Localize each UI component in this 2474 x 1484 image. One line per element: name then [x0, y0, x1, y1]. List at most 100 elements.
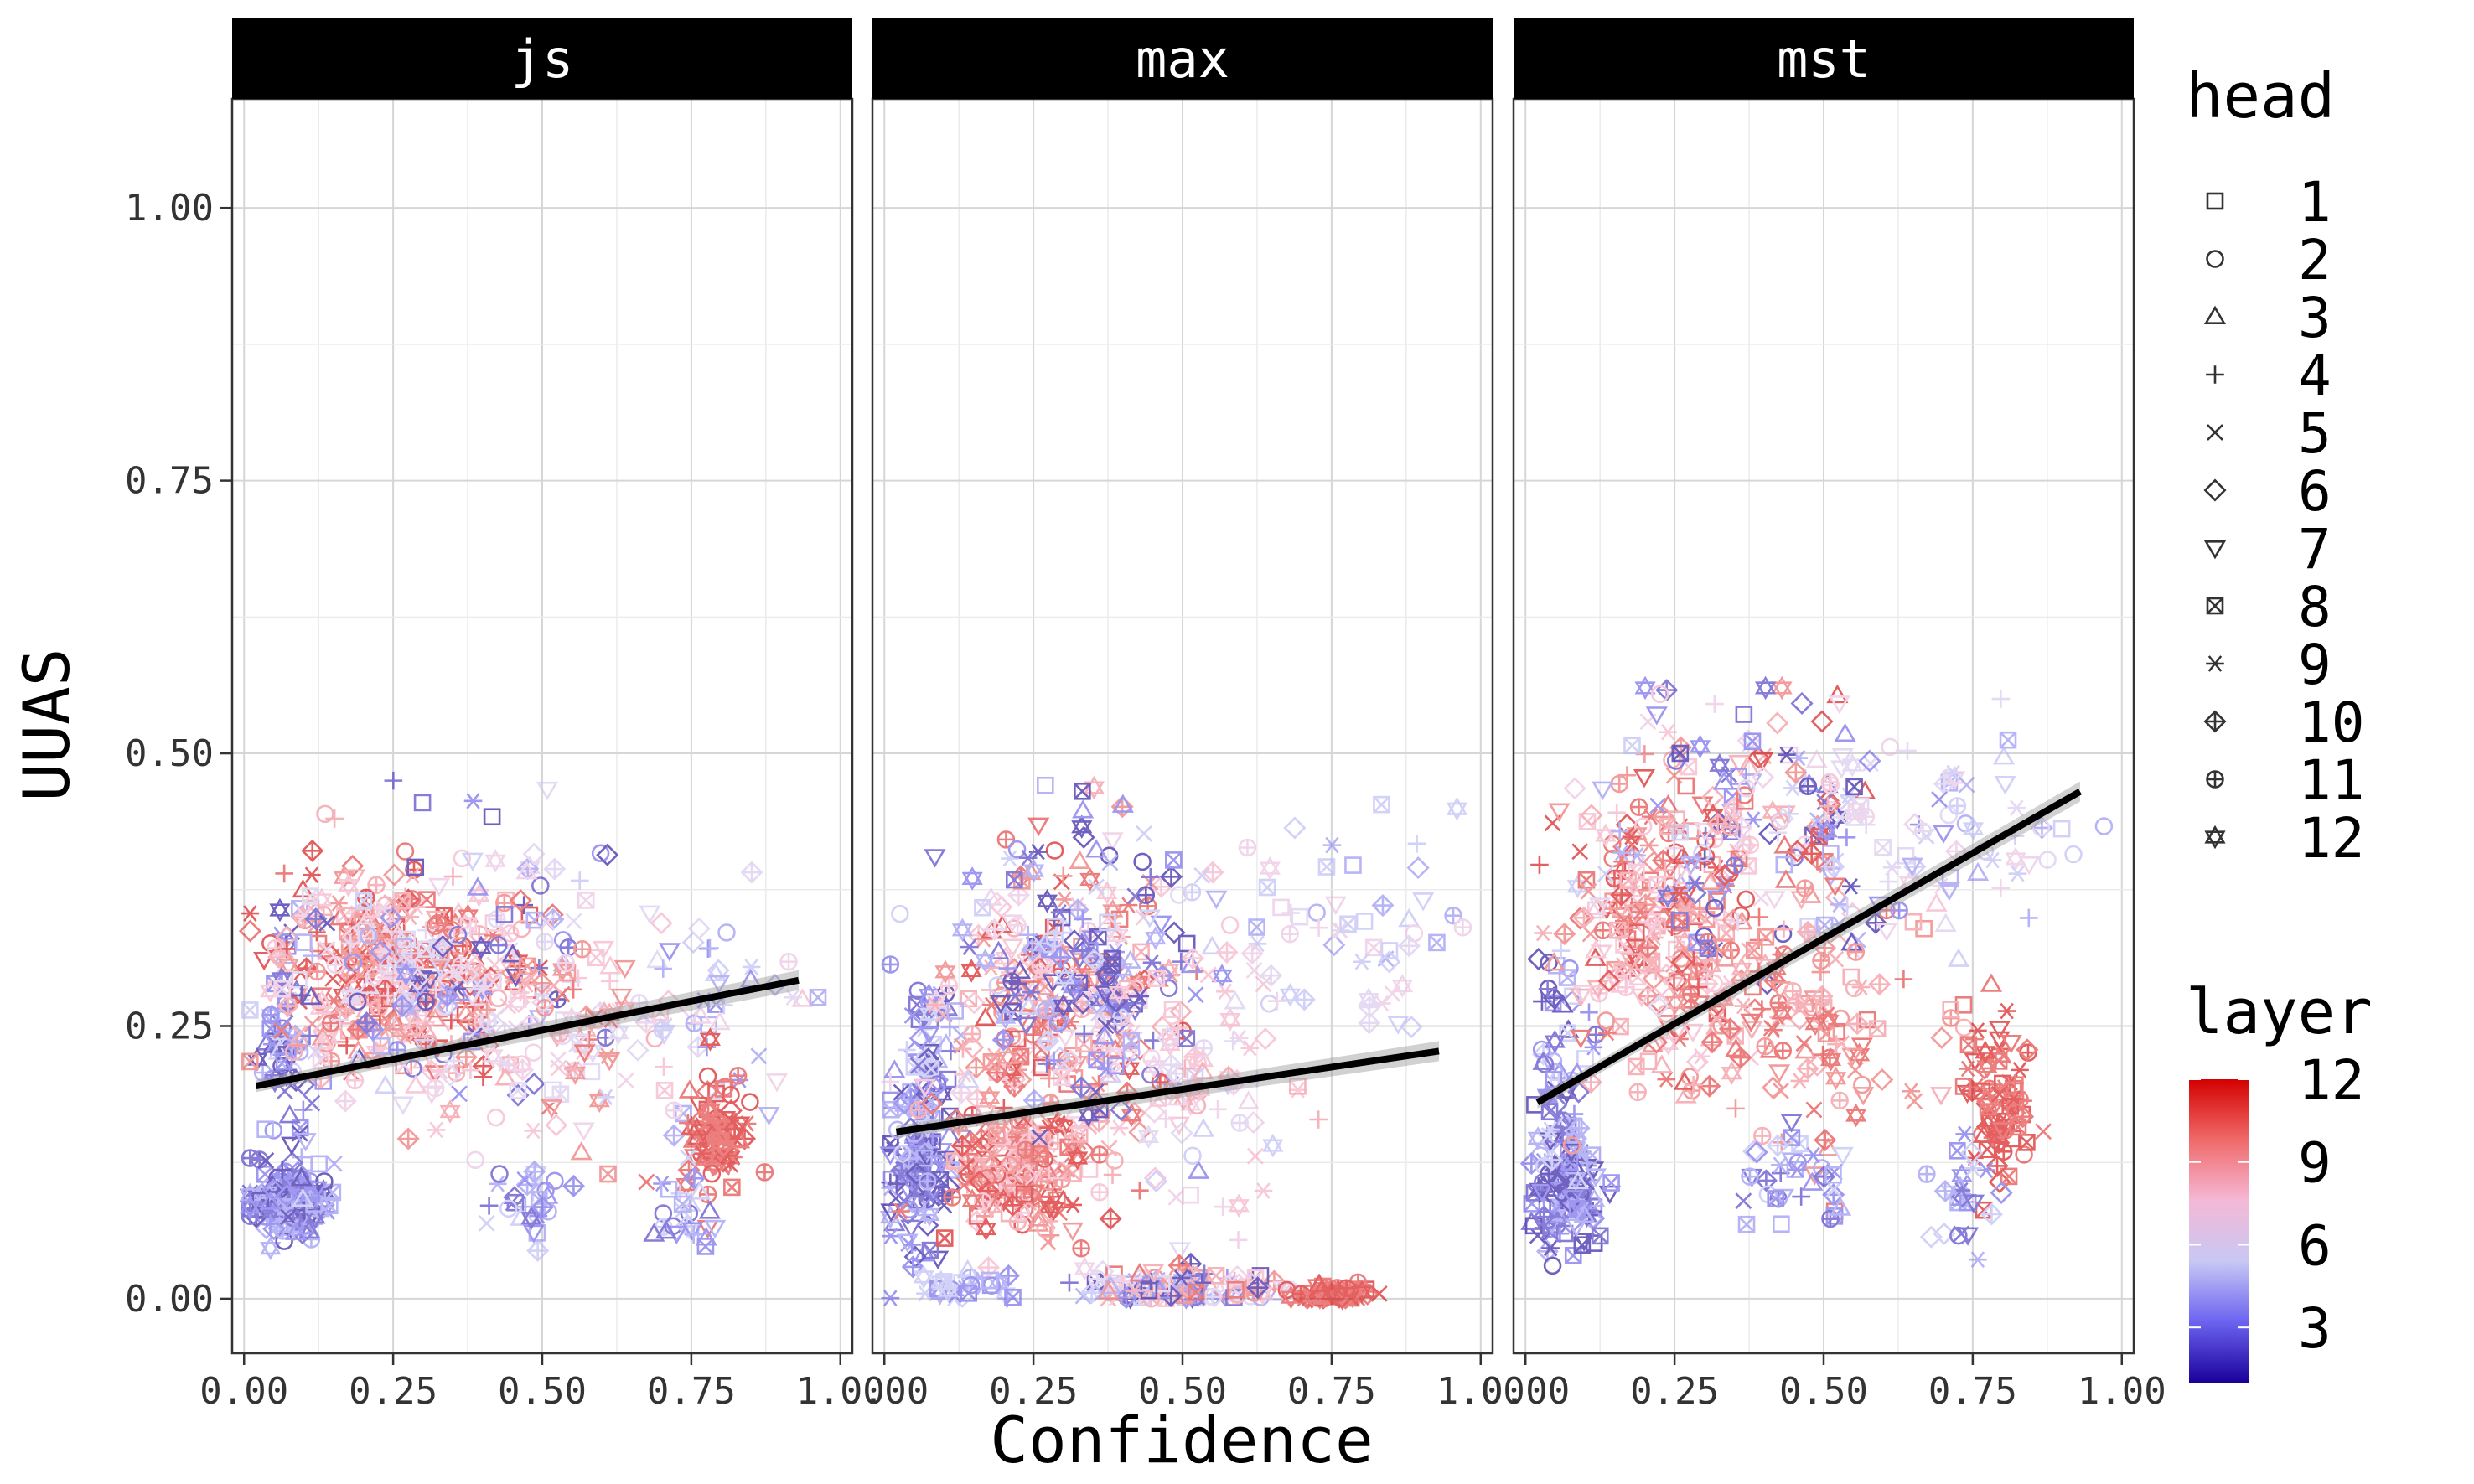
- data-point: [1560, 1153, 1579, 1171]
- data-point: [1209, 1100, 1227, 1119]
- data-point: [404, 1059, 422, 1078]
- data-point: [961, 1036, 985, 1059]
- data-point: [426, 917, 445, 935]
- data-point: [1630, 988, 1653, 1008]
- data-point: [1959, 1060, 1977, 1078]
- legend-shape-diamond-icon: [2203, 478, 2227, 502]
- data-point: [490, 1165, 509, 1183]
- data-point: [509, 889, 532, 913]
- data-point: [1852, 1087, 1875, 1106]
- data-point: [261, 1178, 285, 1202]
- data-point: [707, 975, 731, 995]
- data-point: [1406, 856, 1430, 880]
- data-point: [1122, 1032, 1141, 1050]
- data-point: [1933, 1179, 1957, 1202]
- data-point: [273, 1019, 292, 1038]
- data-point: [1716, 949, 1734, 967]
- data-point: [1962, 1194, 1985, 1214]
- data-point: [699, 1027, 721, 1052]
- data-point: [1846, 1062, 1864, 1079]
- data-point: [1095, 985, 1117, 1005]
- data-point: [1567, 1080, 1591, 1104]
- data-point: [417, 992, 435, 1011]
- legend-shape-asterisk-icon: [2206, 655, 2224, 672]
- data-point: [1612, 844, 1631, 861]
- data-point: [1288, 1081, 1307, 1099]
- data-point: [1736, 792, 1754, 810]
- data-point: [1705, 898, 1724, 918]
- data-point: [1538, 980, 1557, 999]
- data-point: [1245, 962, 1263, 979]
- data-point: [1752, 890, 1769, 907]
- facet-strip-label: max: [1136, 28, 1229, 90]
- data-point: [765, 1073, 789, 1093]
- data-point: [1101, 832, 1124, 851]
- data-point: [1023, 1025, 1043, 1044]
- data-point: [1693, 844, 1711, 862]
- data-point: [1664, 839, 1684, 858]
- data-point: [1037, 1029, 1060, 1052]
- data-point: [1037, 776, 1054, 794]
- data-point: [2006, 1074, 2025, 1093]
- data-point: [1747, 746, 1770, 769]
- y-tick-label: 0.50: [125, 732, 214, 775]
- data-point: [1110, 1098, 1133, 1121]
- data-point: [1997, 1002, 2016, 1020]
- data-point: [1246, 1147, 1264, 1165]
- data-point: [241, 1001, 259, 1019]
- data-point: [977, 1169, 996, 1187]
- x-tick-label: 0.00: [840, 1370, 929, 1413]
- data-point: [922, 1060, 940, 1078]
- data-point: [1254, 1182, 1273, 1199]
- data-point: [1240, 942, 1264, 965]
- data-point: [1005, 871, 1023, 889]
- data-point: [511, 1058, 535, 1082]
- data-point: [1015, 1016, 1038, 1036]
- data-point: [905, 1058, 924, 1076]
- data-point: [379, 986, 397, 1005]
- data-point: [290, 1167, 313, 1187]
- data-point: [1097, 1280, 1120, 1300]
- data-point: [1768, 823, 1788, 842]
- data-point: [495, 893, 514, 913]
- data-point: [1824, 877, 1846, 897]
- data-point: [1047, 918, 1064, 935]
- data-point: [355, 1011, 379, 1035]
- data-point: [1689, 978, 1708, 996]
- data-point: [1845, 1012, 1869, 1036]
- data-point: [1412, 892, 1435, 912]
- data-point: [784, 989, 802, 1006]
- data-point: [2007, 799, 2026, 817]
- data-point: [1324, 896, 1347, 915]
- data-point: [275, 1052, 293, 1070]
- data-point: [1573, 1203, 1596, 1223]
- data-point: [1524, 1217, 1543, 1235]
- data-point: [1565, 1104, 1584, 1124]
- data-point: [1015, 1181, 1034, 1199]
- data-point: [1078, 1103, 1100, 1127]
- data-point: [1634, 675, 1656, 701]
- color-legend-label: 3: [2298, 1296, 2332, 1361]
- data-point: [1820, 773, 1839, 792]
- data-point: [1182, 1186, 1199, 1204]
- data-point: [1987, 1088, 2006, 1106]
- data-point: [1799, 777, 1818, 796]
- data-point: [495, 1055, 515, 1073]
- data-point: [1847, 803, 1866, 820]
- data-point: [660, 1180, 678, 1198]
- data-point: [515, 861, 538, 880]
- data-point: [1551, 994, 1574, 1013]
- data-point: [674, 1202, 691, 1219]
- data-point: [1027, 1207, 1050, 1227]
- data-point: [1608, 921, 1627, 939]
- data-point: [678, 1079, 701, 1099]
- data-point: [1595, 823, 1617, 848]
- data-point: [1972, 1124, 1995, 1143]
- data-point: [961, 1188, 983, 1213]
- data-point: [1954, 996, 1973, 1014]
- data-point: [939, 1070, 957, 1088]
- y-axis: 0.00 0.25 0.50 0.75 1.00: [125, 187, 232, 1321]
- data-point: [613, 959, 636, 980]
- data-point: [1631, 903, 1649, 921]
- data-point: [1736, 729, 1760, 752]
